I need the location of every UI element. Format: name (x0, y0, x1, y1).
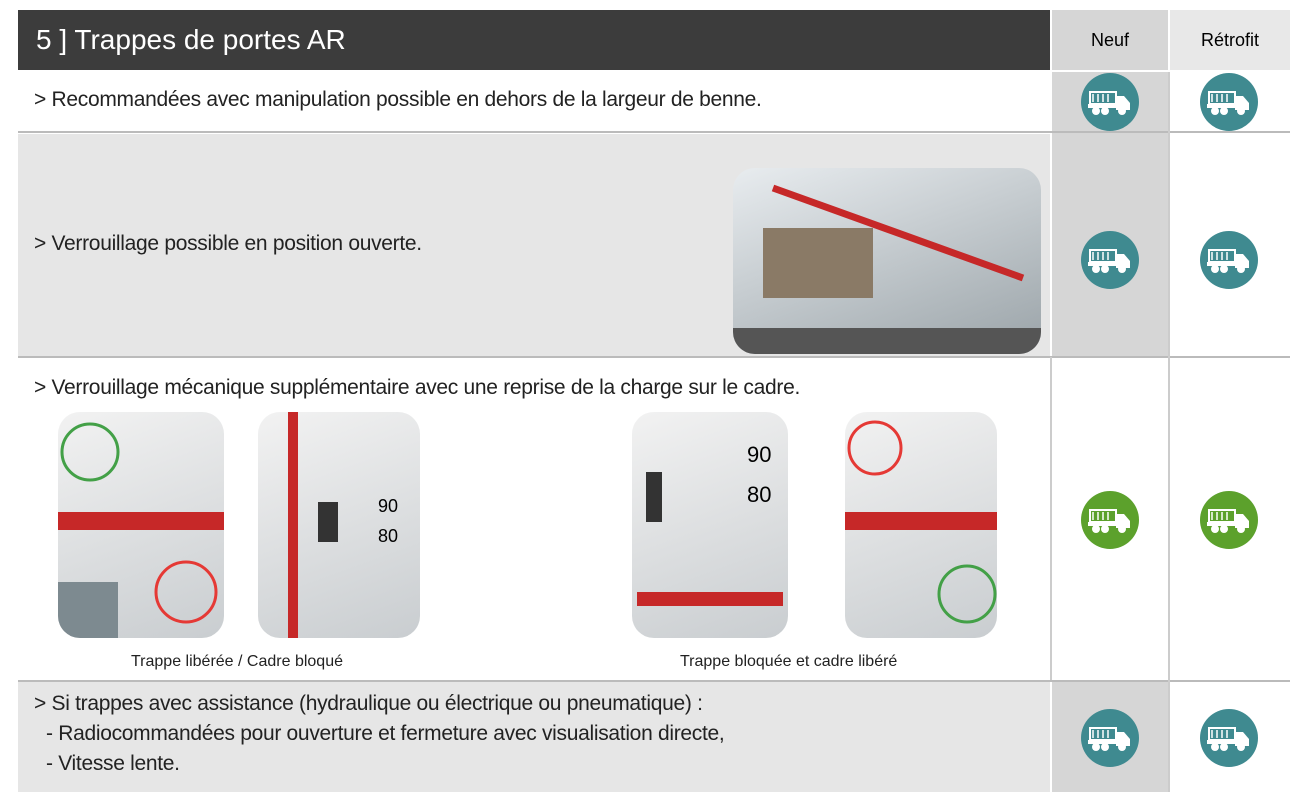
header-title: 5 ] Trappes de portes AR (36, 24, 346, 55)
row-text: - Vitesse lente. (46, 752, 180, 775)
column-retrofit: Rétrofit (1168, 10, 1290, 70)
icon-retrofit (1200, 709, 1258, 767)
row-text: > Verrouillage possible en position ouve… (34, 232, 422, 255)
icon-retrofit (1200, 73, 1258, 131)
svg-text:90: 90 (378, 496, 398, 516)
svg-text:90: 90 (747, 442, 771, 467)
svg-text:80: 80 (378, 526, 398, 546)
photo (58, 412, 224, 638)
row-text: - Radiocommandées pour ouverture et ferm… (46, 722, 725, 745)
separator (18, 356, 1290, 358)
separator (18, 131, 1290, 133)
icon-neuf (1081, 73, 1139, 131)
column-neuf: Neuf (1050, 10, 1168, 70)
photo: 90 80 (632, 412, 788, 638)
icon-neuf (1081, 709, 1139, 767)
photo (845, 412, 997, 638)
separator (18, 680, 1290, 682)
photo (733, 168, 1041, 354)
photo: 90 80 (258, 412, 420, 638)
icons (1081, 73, 1258, 767)
row-bg (18, 682, 1050, 792)
caption: Trappe libérée / Cadre bloqué (131, 653, 343, 670)
svg-text:80: 80 (747, 482, 771, 507)
separator (1050, 357, 1052, 680)
icon-neuf (1081, 231, 1139, 289)
row-text: > Recommandées avec manipulation possibl… (34, 88, 762, 111)
separator (1168, 72, 1170, 792)
icon-neuf (1081, 491, 1139, 549)
icon-retrofit (1200, 491, 1258, 549)
row-text: > Verrouillage mécanique supplémentaire … (34, 376, 800, 399)
caption: Trappe bloquée et cadre libéré (680, 653, 898, 670)
icon-retrofit (1200, 231, 1258, 289)
header-bar (18, 10, 1050, 70)
row-text: > Si trappes avec assistance (hydrauliqu… (34, 692, 703, 715)
